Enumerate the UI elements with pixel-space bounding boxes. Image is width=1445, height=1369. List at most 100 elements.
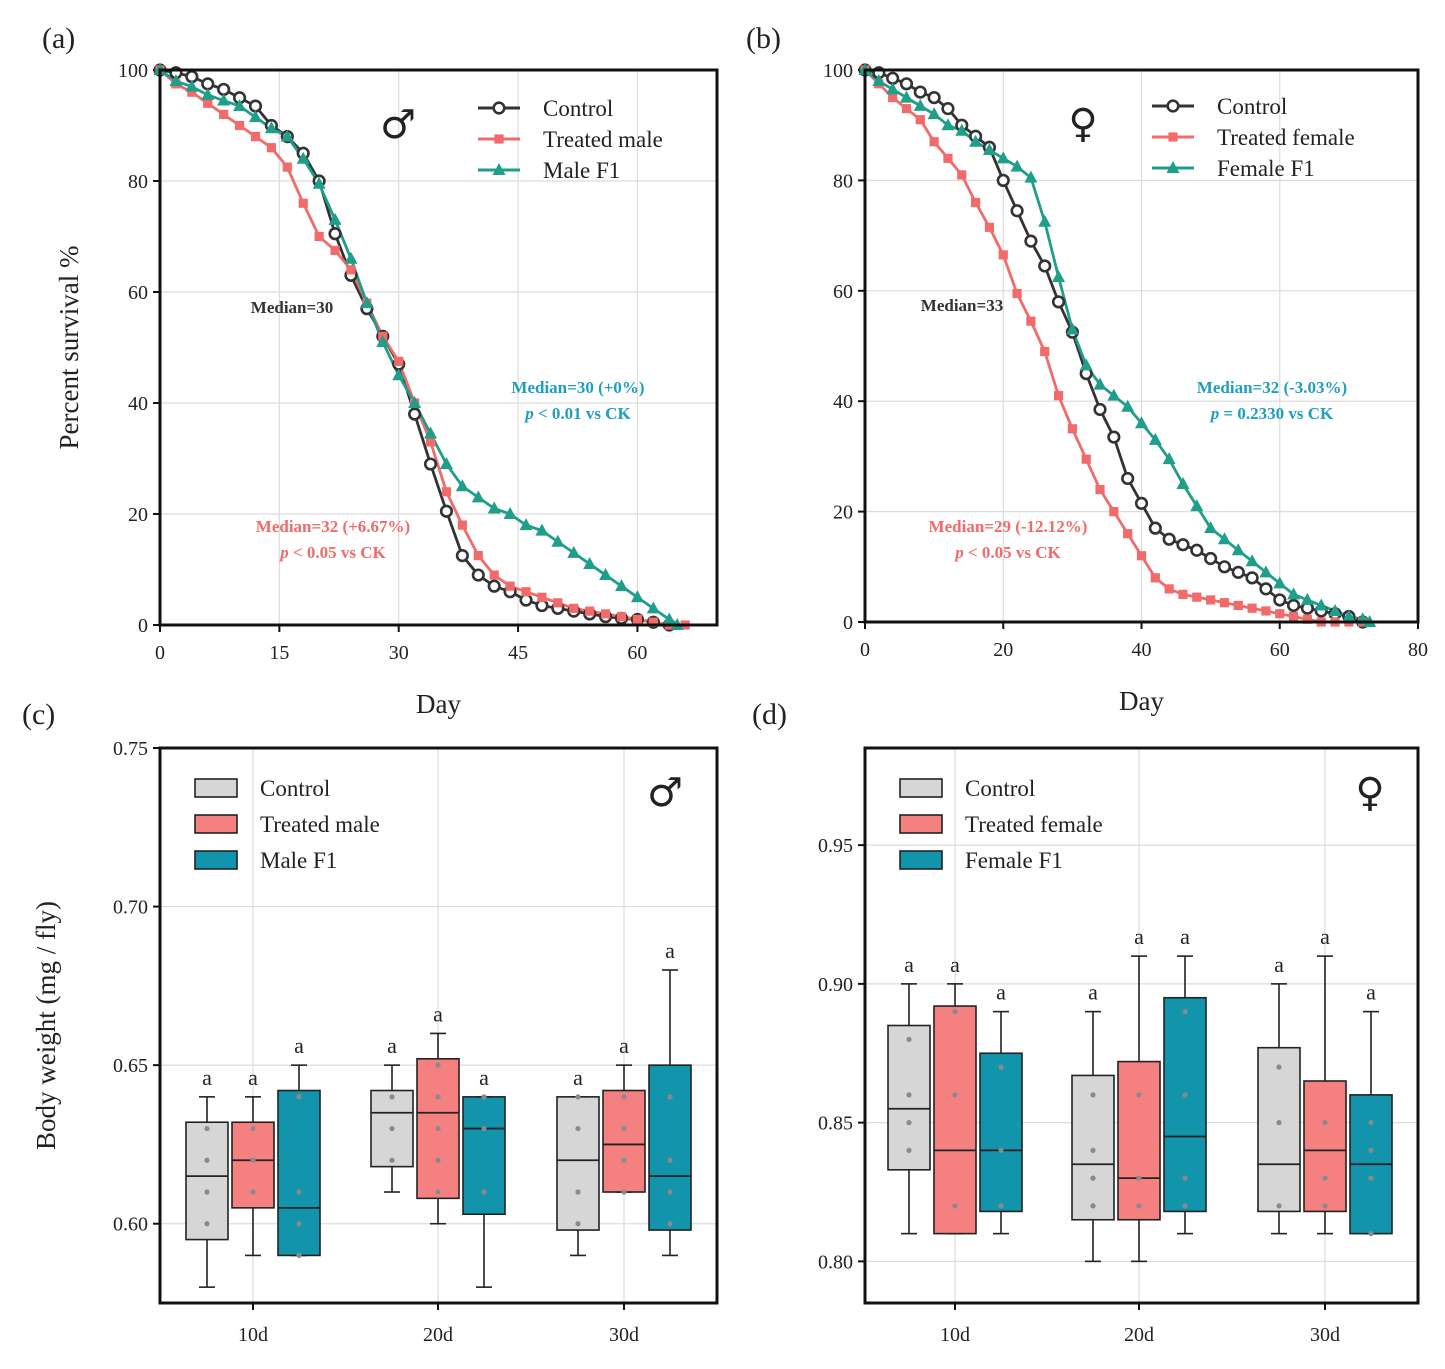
y-tick-label: 100: [118, 60, 148, 82]
data-point-0: [487, 579, 501, 593]
data-point-1: [266, 143, 276, 153]
data-point-2: [1245, 554, 1259, 567]
sex-symbol: ♀: [1355, 770, 1384, 816]
data-point-2: [1079, 358, 1093, 371]
data-point: [389, 1125, 395, 1132]
y-tick-label: 80: [833, 170, 853, 192]
data-point-0: [1093, 402, 1107, 417]
data-point-0: [996, 173, 1010, 187]
significance-letter: a: [573, 1065, 583, 1090]
y-tick-label: 0.65: [113, 1055, 148, 1077]
data-point-1: [1192, 592, 1202, 602]
y-tick-label: 40: [833, 391, 853, 413]
data-point-2: [296, 151, 310, 164]
data-point-2: [1052, 270, 1066, 282]
data-point-0: [217, 82, 231, 97]
data-point-1: [1261, 606, 1271, 616]
data-point-1: [489, 570, 499, 580]
data-point: [621, 1094, 627, 1100]
data-point-2: [1287, 587, 1301, 600]
data-point-1: [1233, 600, 1243, 611]
data-point: [435, 1189, 441, 1195]
data-point: [952, 1092, 958, 1098]
median-annotation: Median=30 (+0%): [511, 378, 644, 397]
data-point: [250, 1125, 256, 1132]
data-point: [204, 1125, 210, 1132]
data-point-0: [1176, 538, 1190, 552]
data-point-2: [1162, 452, 1176, 465]
data-point-1: [1067, 424, 1077, 434]
data-point-1: [457, 520, 467, 530]
data-point-1: [537, 592, 547, 602]
data-point-1: [929, 137, 939, 147]
data-point-1: [601, 609, 611, 619]
data-point: [1368, 1175, 1374, 1181]
data-point: [998, 1064, 1004, 1070]
data-point-2: [264, 121, 278, 134]
box: [1303, 1080, 1347, 1213]
data-point: [1136, 1092, 1142, 1098]
data-point-0: [1024, 234, 1038, 248]
y-tick-label: 0.60: [113, 1214, 148, 1236]
significance-letter: a: [1274, 952, 1284, 977]
data-point-2: [1204, 521, 1218, 534]
legend-swatch: [194, 814, 238, 834]
data-point: [621, 1157, 627, 1163]
data-point-2: [439, 457, 453, 470]
plot-frame: [863, 746, 1420, 1305]
data-point-2: [1300, 592, 1314, 605]
data-point-2: [872, 74, 886, 87]
x-tick-label: 45: [508, 642, 528, 664]
data-point-0: [899, 77, 914, 91]
y-axis-label: Body weight (mg / fly): [31, 901, 61, 1150]
legend-label: Female F1: [1217, 156, 1315, 181]
data-point-1: [1302, 614, 1312, 624]
sex-symbol: ♂: [647, 770, 683, 816]
x-tick-label: 20: [993, 639, 1013, 661]
data-point-1: [346, 265, 356, 275]
data-point-1: [1164, 584, 1174, 594]
data-point: [906, 1036, 912, 1042]
y-tick-label: 0.85: [818, 1113, 853, 1135]
x-tick-label: 10d: [238, 1324, 268, 1346]
data-point-0: [1121, 471, 1135, 486]
series-line-0: [864, 68, 1364, 624]
significance-letter: a: [1088, 980, 1098, 1005]
data-point: [1322, 1203, 1328, 1209]
data-point-0: [1038, 259, 1052, 273]
significance-letter: a: [202, 1065, 212, 1090]
data-point: [621, 1125, 627, 1132]
data-point-2: [312, 176, 326, 189]
data-point: [204, 1221, 210, 1227]
p-symbol: p: [523, 404, 534, 423]
data-point: [998, 1203, 1004, 1209]
y-axis-label: Percent survival %: [54, 246, 84, 450]
data-point-1: [1081, 454, 1091, 464]
data-point-1: [984, 222, 995, 232]
data-point-2: [567, 545, 581, 558]
data-point-2: [1010, 159, 1024, 172]
data-point: [1276, 1203, 1282, 1209]
box: [933, 1005, 977, 1235]
y-tick-label: 0.90: [818, 974, 853, 996]
series-line-0: [159, 68, 670, 627]
data-point-2: [424, 426, 438, 439]
data-point: [1276, 1064, 1282, 1070]
data-point: [1136, 1203, 1142, 1209]
data-point: [250, 1157, 256, 1163]
legend-marker: [492, 163, 506, 175]
data-point-1: [943, 153, 953, 163]
data-point-1: [250, 132, 261, 142]
data-point-2: [1065, 322, 1079, 335]
data-point: [1368, 1120, 1374, 1126]
box: [231, 1121, 275, 1209]
data-point: [621, 1189, 627, 1195]
legend-swatch: [899, 814, 943, 834]
data-point-2: [1190, 499, 1204, 512]
data-point-1: [632, 614, 643, 625]
data-point-2: [913, 98, 927, 111]
data-point-1: [971, 197, 981, 208]
data-point-1: [957, 170, 967, 180]
data-point-2: [996, 151, 1010, 164]
box: [370, 1089, 414, 1168]
